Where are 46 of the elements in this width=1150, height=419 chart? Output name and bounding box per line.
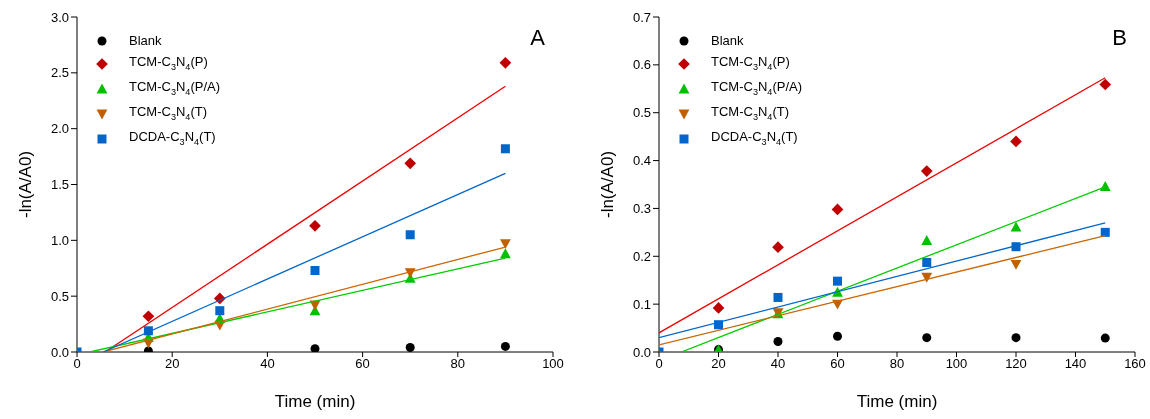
y-tick-label: 0.7 [632, 9, 651, 25]
y-tick-label: 0.3 [632, 201, 651, 217]
legend-label: TCM-C$_{3}$N$_{4}$(P) [129, 52, 208, 74]
x-tick-label: 20 [164, 356, 180, 372]
annotation: A [530, 25, 545, 51]
x-tick-label: 60 [830, 356, 845, 372]
legend-label: TCM-C$_{3}$N$_{4}$(P/A) [711, 77, 803, 99]
y-tick-label: 1.5 [50, 177, 69, 193]
annotation: B [1112, 25, 1127, 51]
legend-label: TCM-C$_{3}$N$_{4}$(P/A) [129, 77, 221, 99]
x-axis-title: Time (min) [274, 392, 356, 411]
y-tick-label: 0.5 [50, 288, 69, 304]
x-tick-label: 0 [73, 356, 81, 372]
y-axis-title: -ln(A/A0) [16, 150, 36, 219]
y-tick-label: 0.0 [632, 344, 651, 360]
x-tick-label: 160 [1124, 356, 1146, 372]
x-tick-label: 100 [945, 356, 968, 372]
y-tick-label: 0.0 [50, 344, 69, 360]
x-tick-label: 0 [655, 356, 663, 372]
x-tick-label: 40 [260, 356, 275, 372]
y-tick-label: 0.4 [632, 153, 651, 169]
x-tick-label: 120 [1005, 356, 1027, 372]
y-tick-label: 0.1 [632, 296, 651, 312]
x-tick-label: 60 [355, 356, 370, 372]
y-tick-label: 0.5 [632, 105, 651, 121]
x-tick-label: 140 [1064, 356, 1087, 372]
x-tick-label: 100 [542, 356, 564, 372]
x-tick-label: 40 [770, 356, 786, 372]
y-axis-title: -ln(A/A0) [598, 150, 618, 219]
y-tick-label: 2.5 [50, 65, 69, 81]
x-tick-label: 80 [889, 356, 905, 372]
y-tick-label: 2.0 [50, 121, 69, 137]
y-tick-label: 0.6 [632, 57, 651, 73]
x-tick-label: 20 [711, 356, 726, 372]
x-axis-title: Time (min) [856, 392, 938, 411]
legend-label: TCM-C$_{3}$N$_{4}$(T) [711, 102, 790, 124]
legend-label: DCDA-C$_{3}$N$_{4}$(T) [129, 127, 216, 149]
y-tick-label: 0.2 [632, 248, 651, 264]
legend-label: TCM-C$_{3}$N$_{4}$(P) [711, 52, 790, 74]
legend-label: TCM-C$_{3}$N$_{4}$(T) [129, 102, 208, 124]
x-tick-label: 80 [450, 356, 466, 372]
legend-label: Blank [711, 32, 744, 50]
y-tick-label: 3.0 [50, 9, 69, 25]
legend-label: Blank [129, 32, 162, 50]
y-tick-label: 1.0 [50, 232, 69, 248]
legend-label: DCDA-C$_{3}$N$_{4}$(T) [711, 127, 798, 149]
